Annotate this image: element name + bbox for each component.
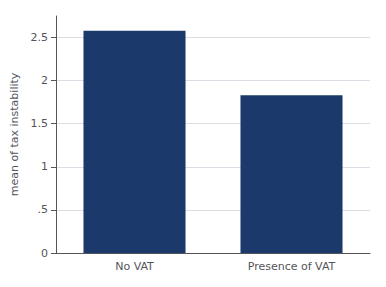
svg-text:No VAT: No VAT — [115, 260, 154, 273]
svg-text:0: 0 — [41, 247, 48, 260]
svg-text:Presence of VAT: Presence of VAT — [248, 260, 336, 273]
svg-text:mean of tax instability: mean of tax instability — [8, 72, 21, 196]
svg-text:1: 1 — [41, 160, 48, 173]
svg-text:.5: .5 — [38, 203, 49, 216]
svg-text:1.5: 1.5 — [31, 117, 49, 130]
svg-text:2: 2 — [41, 74, 48, 87]
svg-text:2.5: 2.5 — [31, 31, 49, 44]
